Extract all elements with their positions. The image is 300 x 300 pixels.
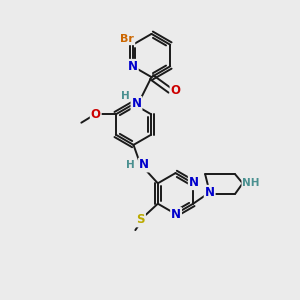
Text: O: O (170, 84, 181, 97)
Text: N: N (128, 60, 138, 73)
Text: N: N (189, 176, 199, 189)
Text: N: N (139, 158, 149, 172)
Text: N: N (205, 186, 215, 199)
Text: S: S (136, 213, 145, 226)
Text: N: N (171, 208, 181, 221)
Text: N: N (131, 97, 142, 110)
Text: NH: NH (242, 178, 260, 188)
Text: O: O (91, 108, 101, 121)
Text: H: H (121, 91, 130, 101)
Text: Br: Br (121, 34, 134, 44)
Text: H: H (125, 160, 134, 170)
